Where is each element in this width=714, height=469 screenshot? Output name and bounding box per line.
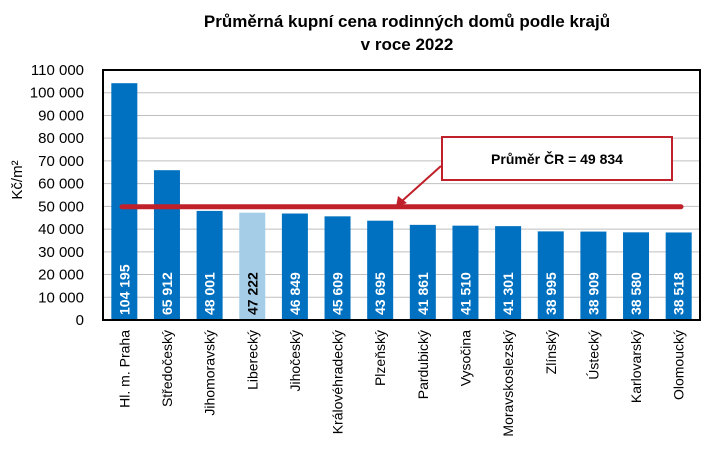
bar-value-label: 65 912 (159, 272, 175, 315)
x-category-label: Jihočeský (287, 330, 303, 391)
x-category-label: Moravskoslezský (500, 330, 516, 437)
y-tick-label: 0 (76, 312, 84, 329)
bar (281, 213, 308, 320)
bar-value-label: 104 195 (116, 264, 132, 315)
y-tick-label: 30 000 (38, 244, 84, 261)
bar (153, 170, 180, 320)
reference-label: Průměr ČR = 49 834 (491, 150, 623, 167)
bar (495, 226, 522, 320)
bar-value-label: 48 001 (202, 272, 218, 315)
bar-value-label: 47 222 (244, 272, 260, 315)
y-tick-label: 100 000 (30, 85, 84, 102)
y-tick-label: 20 000 (38, 267, 84, 284)
x-category-label: Zlínský (543, 330, 559, 374)
y-axis-label: Kč/m² (9, 160, 26, 199)
y-tick-label: 70 000 (38, 153, 84, 170)
bar-value-label: 38 580 (628, 272, 644, 315)
bar-value-label: 41 861 (415, 272, 431, 315)
bar (665, 232, 692, 320)
bar-value-label: 38 995 (543, 272, 559, 315)
bar-value-label: 45 609 (330, 272, 346, 315)
bar (409, 224, 436, 320)
bar (111, 83, 138, 321)
x-category-label: Plzeňský (372, 330, 388, 386)
bar (324, 216, 351, 320)
x-category-label: Liberecký (244, 330, 260, 390)
x-category-label: Pardubický (415, 330, 431, 399)
chart-title-line2: v roce 2022 (361, 35, 454, 54)
bar (196, 210, 223, 320)
plot-frame (102, 69, 701, 321)
y-tick-label: 90 000 (38, 107, 84, 124)
x-category-label: Královéhradecký (330, 330, 346, 434)
callout-arrow (401, 165, 442, 202)
y-tick-label: 50 000 (38, 198, 84, 215)
x-category-label: Vysočina (457, 330, 473, 387)
bar (239, 212, 266, 320)
y-tick-label: 110 000 (31, 62, 84, 79)
x-category-label: Ústecký (585, 330, 601, 380)
bar (452, 225, 479, 320)
bar (367, 220, 394, 320)
bar-value-label: 38 909 (585, 272, 601, 315)
callout-box (441, 136, 673, 181)
y-tick-label: 60 000 (38, 176, 84, 193)
bar-value-label: 41 510 (457, 272, 473, 315)
callout-arrowhead (396, 196, 407, 207)
y-tick-label: 80 000 (38, 130, 84, 147)
bar-value-label: 41 301 (500, 272, 516, 315)
x-category-label: Olomoucký (671, 330, 687, 400)
x-category-label: Hl. m. Praha (116, 330, 132, 408)
x-category-label: Středočeský (159, 330, 175, 407)
bar-value-label: 43 695 (372, 272, 388, 315)
bar (580, 231, 607, 320)
bar-value-label: 46 849 (287, 272, 303, 315)
y-tick-label: 10 000 (38, 289, 84, 306)
bar (537, 231, 564, 320)
x-category-label: Karlovarský (628, 330, 644, 403)
x-category-label: Jihomoravský (202, 330, 218, 416)
chart-title-line1: Průměrná kupní cena rodinných domů podle… (204, 12, 610, 31)
bar (623, 232, 650, 320)
y-tick-label: 40 000 (38, 221, 84, 238)
bar-value-label: 38 518 (671, 272, 687, 315)
